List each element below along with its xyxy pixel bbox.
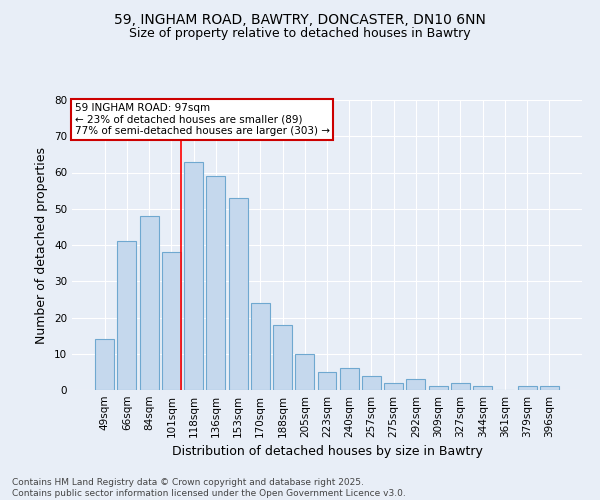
Bar xyxy=(451,383,470,390)
Bar xyxy=(140,216,158,390)
Bar xyxy=(518,386,536,390)
Text: 59, INGHAM ROAD, BAWTRY, DONCASTER, DN10 6NN: 59, INGHAM ROAD, BAWTRY, DONCASTER, DN10… xyxy=(114,12,486,26)
Text: Size of property relative to detached houses in Bawtry: Size of property relative to detached ho… xyxy=(129,28,471,40)
Bar xyxy=(473,386,492,390)
Text: 59 INGHAM ROAD: 97sqm
← 23% of detached houses are smaller (89)
77% of semi-deta: 59 INGHAM ROAD: 97sqm ← 23% of detached … xyxy=(74,103,329,136)
Bar xyxy=(162,252,181,390)
Bar xyxy=(295,354,314,390)
Bar xyxy=(273,325,292,390)
Bar xyxy=(340,368,359,390)
Bar xyxy=(95,339,114,390)
Bar xyxy=(206,176,225,390)
Bar xyxy=(362,376,381,390)
Bar xyxy=(118,242,136,390)
Bar xyxy=(184,162,203,390)
Bar xyxy=(406,379,425,390)
Text: Contains HM Land Registry data © Crown copyright and database right 2025.
Contai: Contains HM Land Registry data © Crown c… xyxy=(12,478,406,498)
Bar xyxy=(317,372,337,390)
Y-axis label: Number of detached properties: Number of detached properties xyxy=(35,146,49,344)
X-axis label: Distribution of detached houses by size in Bawtry: Distribution of detached houses by size … xyxy=(172,446,482,458)
Bar xyxy=(429,386,448,390)
Bar xyxy=(384,383,403,390)
Bar xyxy=(540,386,559,390)
Bar xyxy=(229,198,248,390)
Bar xyxy=(251,303,270,390)
